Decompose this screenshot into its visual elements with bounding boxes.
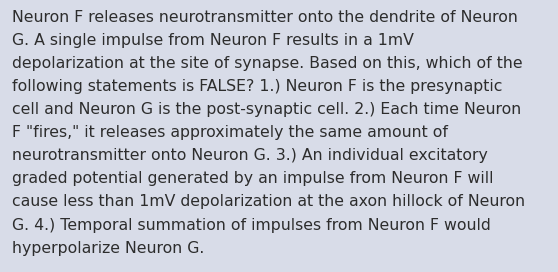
Text: cause less than 1mV depolarization at the axon hillock of Neuron: cause less than 1mV depolarization at th… bbox=[12, 194, 526, 209]
Text: Neuron F releases neurotransmitter onto the dendrite of Neuron: Neuron F releases neurotransmitter onto … bbox=[12, 10, 518, 24]
Text: G. 4.) Temporal summation of impulses from Neuron F would: G. 4.) Temporal summation of impulses fr… bbox=[12, 218, 491, 233]
Text: G. A single impulse from Neuron F results in a 1mV: G. A single impulse from Neuron F result… bbox=[12, 33, 414, 48]
Text: depolarization at the site of synapse. Based on this, which of the: depolarization at the site of synapse. B… bbox=[12, 56, 523, 71]
Text: following statements is FALSE? 1.) Neuron F is the presynaptic: following statements is FALSE? 1.) Neuro… bbox=[12, 79, 503, 94]
Text: neurotransmitter onto Neuron G. 3.) An individual excitatory: neurotransmitter onto Neuron G. 3.) An i… bbox=[12, 148, 488, 163]
Text: F "fires," it releases approximately the same amount of: F "fires," it releases approximately the… bbox=[12, 125, 448, 140]
Text: cell and Neuron G is the post-synaptic cell. 2.) Each time Neuron: cell and Neuron G is the post-synaptic c… bbox=[12, 102, 522, 117]
Text: hyperpolarize Neuron G.: hyperpolarize Neuron G. bbox=[12, 241, 205, 256]
Text: graded potential generated by an impulse from Neuron F will: graded potential generated by an impulse… bbox=[12, 171, 494, 186]
